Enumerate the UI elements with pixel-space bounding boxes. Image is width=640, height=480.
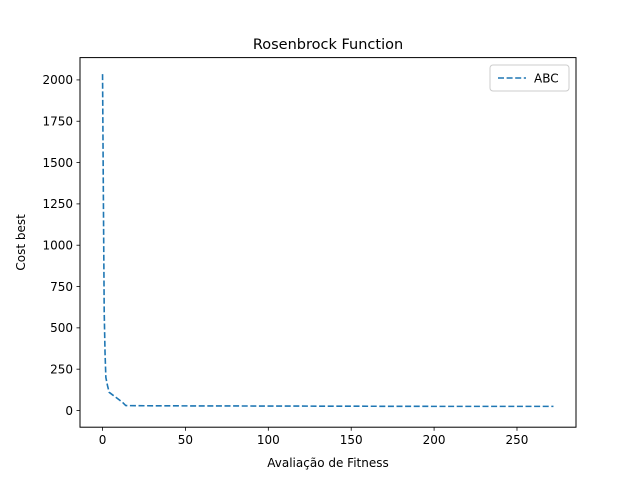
x-tick-label: 150 bbox=[340, 433, 363, 447]
y-tick-label: 2000 bbox=[42, 73, 73, 87]
plot-frame bbox=[79, 57, 577, 428]
x-tick-label: 250 bbox=[506, 433, 529, 447]
y-tick-label: 1500 bbox=[42, 156, 73, 170]
y-tick-label: 0 bbox=[65, 404, 73, 418]
x-tick-label: 100 bbox=[257, 433, 280, 447]
series-line-abc bbox=[101, 74, 554, 408]
legend: ABC bbox=[489, 64, 570, 92]
x-tick-label: 0 bbox=[99, 433, 107, 447]
x-tick-label: 50 bbox=[178, 433, 193, 447]
y-tick-label: 250 bbox=[50, 362, 73, 376]
y-tick-label: 1750 bbox=[42, 115, 73, 129]
y-tick-label: 500 bbox=[50, 321, 73, 335]
y-tick-label: 750 bbox=[50, 280, 73, 294]
legend-label: ABC bbox=[534, 71, 559, 85]
y-tick-label: 1000 bbox=[42, 239, 73, 253]
y-axis-label: Cost best bbox=[14, 214, 28, 271]
legend-box bbox=[489, 64, 570, 92]
x-tick-label: 200 bbox=[423, 433, 446, 447]
chart-title: Rosenbrock Function bbox=[253, 37, 403, 53]
y-tick-label: 1250 bbox=[42, 197, 73, 211]
x-axis-label: Avaliação de Fitness bbox=[267, 456, 388, 470]
